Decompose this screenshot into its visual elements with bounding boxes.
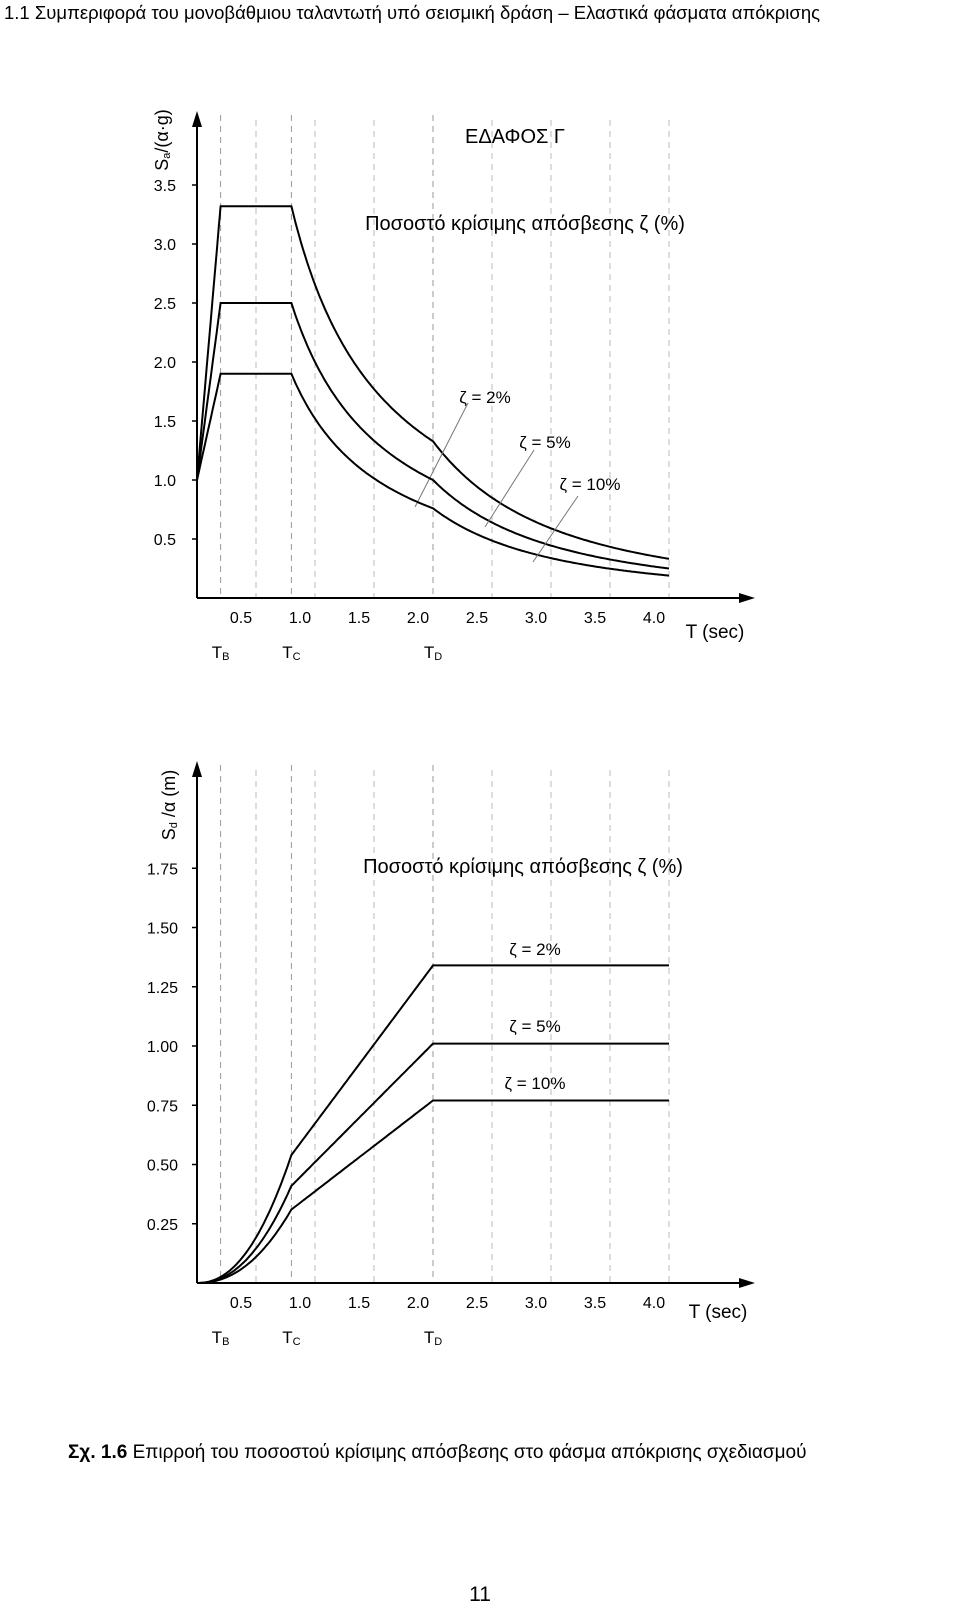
sa-y-tick-label: 3.0 [154, 237, 176, 254]
sa-period-label-c: TC [282, 643, 300, 663]
sa-chart-title: ΕΔΑΦΟΣ Γ [465, 126, 565, 148]
sa-x-tick-label: 0.5 [230, 610, 252, 627]
sa-y-tick-label: 2.5 [154, 296, 176, 313]
sa-y-tick-label: 3.5 [154, 178, 176, 195]
sd-y-tick-label: 0.50 [147, 1158, 178, 1175]
sd-x-tick-label: 4.0 [643, 1295, 665, 1312]
sa-x-tick-label: 3.0 [525, 610, 547, 627]
displacement-spectrum-chart: TB TC TD 0.25 0.50 0.75 1.00 1.25 1.50 1.75 0.5 1.0… [0, 745, 960, 1375]
sd-series-label-1: ζ = 2% [509, 940, 560, 959]
sa-series-label-2: ζ = 5% [519, 433, 570, 452]
sa-x-tick-label: 3.5 [584, 610, 606, 627]
sd-chart-subtitle: Ποσοστό κρίσιμης απόσβεσης ζ (%) [363, 856, 683, 878]
sd-y-tick-label: 0.25 [147, 1217, 178, 1234]
sa-series-line-1 [196, 205, 670, 560]
sd-y-axis-title: Sd /α (m) [159, 770, 180, 841]
sd-y-tick-label: 1.00 [147, 1039, 178, 1056]
sd-x-tick-label: 2.0 [407, 1295, 429, 1312]
sa-x-tick-label: 2.0 [407, 610, 429, 627]
sd-series-label-3: ζ = 10% [505, 1074, 566, 1093]
sd-x-tick-label: 2.5 [466, 1295, 488, 1312]
sa-period-label-d: TD [424, 643, 442, 663]
sa-y-tick-label: 1.0 [154, 473, 176, 490]
sa-series-leader-2 [484, 449, 535, 528]
sd-y-tick-label: 1.25 [147, 980, 178, 997]
sa-y-axis-title: Sa/(α·g) [152, 109, 173, 171]
sd-x-axis-title: T (sec) [689, 1302, 748, 1323]
sd-x-axis-arrow [739, 1278, 755, 1288]
sd-period-label-d: TD [424, 1328, 442, 1348]
figure-caption-text: Επιρροή του ποσοστού κρίσιμης απόσβεσης … [127, 1442, 807, 1463]
sd-series-label-2: ζ = 5% [509, 1017, 560, 1036]
sd-x-tick-label: 3.0 [525, 1295, 547, 1312]
sd-series-line-1 [197, 964, 669, 1284]
sd-period-label-b: TB [212, 1328, 230, 1348]
displacement-spectrum-svg: TB TC TD 0.25 0.50 0.75 1.00 1.25 1.50 1.75 0.5 1.0… [147, 761, 755, 1348]
sd-x-tick-label: 1.0 [289, 1295, 311, 1312]
sd-period-label-c: TC [282, 1328, 300, 1348]
sd-x-tick-label: 0.5 [230, 1295, 252, 1312]
sa-series-line-2 [196, 302, 670, 570]
page-header: 1.1 Συμπεριφορά του μονοβάθμιου ταλαντωτ… [4, 2, 821, 23]
sd-series-line-3 [197, 1099, 669, 1284]
sd-series-line-2 [197, 1042, 669, 1284]
sd-y-axis-arrow [192, 761, 202, 777]
sa-x-tick-label: 1.0 [289, 610, 311, 627]
sa-x-axis-title: T (sec) [686, 622, 745, 643]
sa-x-tick-label: 1.5 [348, 610, 370, 627]
sa-series-label-1: ζ = 2% [459, 388, 510, 407]
sa-series-leader-1 [414, 402, 469, 508]
sa-x-tick-label: 4.0 [643, 610, 665, 627]
acceleration-spectrum-svg: TB TC TD 0.5 1.0 1.5 2.0 2.5 3.0 3.5 0.5 1.0 1.5 2.0 2… [152, 109, 755, 663]
sd-x-tick-label: 1.5 [348, 1295, 370, 1312]
sd-y-tick-label: 1.75 [147, 861, 178, 878]
sa-y-tick-label: 0.5 [154, 532, 176, 549]
sd-x-tick-label: 3.5 [584, 1295, 606, 1312]
sa-y-tick-label: 1.5 [154, 414, 176, 431]
sa-x-tick-label: 2.5 [466, 610, 488, 627]
acceleration-spectrum-chart: TB TC TD 0.5 1.0 1.5 2.0 2.5 3.0 3.5 0.5 1.0 1.5 2.0 2… [0, 60, 960, 705]
sa-series-line-3 [196, 372, 670, 577]
page-number: 11 [469, 1583, 491, 1606]
sa-x-axis-arrow [739, 593, 755, 603]
sd-y-tick-label: 1.50 [147, 921, 178, 938]
sa-series-label-3: ζ = 10% [560, 475, 621, 494]
sa-chart-subtitle: Ποσοστό κρίσιμης απόσβεσης ζ (%) [365, 213, 685, 235]
figure-caption-label: Σχ. 1.6 [68, 1442, 128, 1463]
sd-y-tick-label: 0.75 [147, 1098, 178, 1115]
sa-series-leader-3 [532, 495, 579, 563]
figure-caption: Σχ. 1.6 Επιρροή του ποσοστού κρίσιμης απ… [68, 1442, 807, 1464]
sa-y-tick-label: 2.0 [154, 355, 176, 372]
sa-y-axis-arrow [192, 111, 202, 127]
sa-period-label-b: TB [212, 643, 230, 663]
